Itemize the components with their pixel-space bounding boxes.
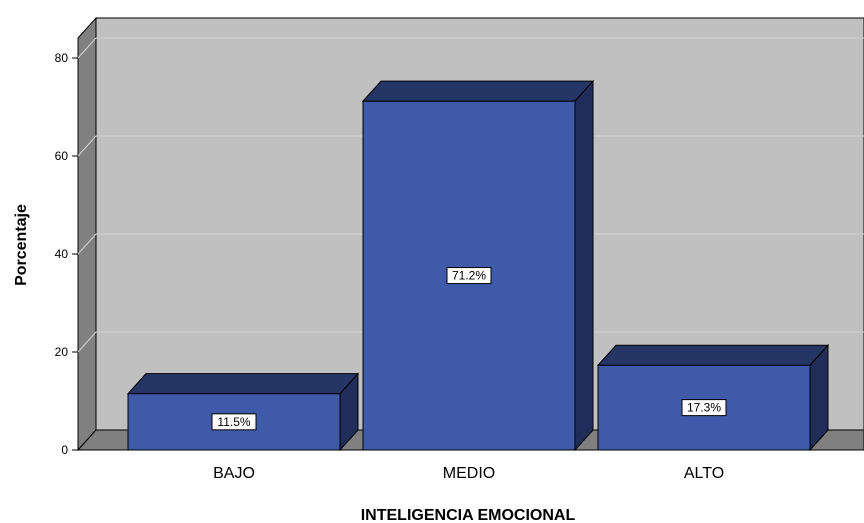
data-label: 17.3% (687, 401, 721, 415)
y-tick-label: 60 (55, 149, 69, 163)
y-tick-label: 80 (55, 51, 69, 65)
data-label-box (446, 267, 492, 285)
y-axis-title: Porcentaje (13, 204, 30, 286)
data-label-box (211, 413, 257, 431)
y-tick-label: 20 (55, 345, 69, 359)
x-category-label: MEDIO (443, 465, 495, 482)
bar-top (596, 344, 830, 366)
bar-top (126, 373, 360, 395)
bar-group: 11.5% (126, 372, 360, 452)
gridline-wall (77, 135, 97, 157)
bar-side (809, 343, 829, 452)
bars: 11.5% 71.2% 17.3% (126, 79, 830, 452)
data-label: 11.5% (217, 415, 250, 429)
x-category-label: BAJO (213, 465, 255, 482)
data-label: 71.2% (452, 269, 486, 283)
plot-left-wall (77, 16, 97, 452)
x-axis-title: INTELIGENCIA EMOCIONAL (361, 507, 576, 523)
bar-top (361, 80, 595, 102)
gridline-wall (77, 233, 97, 255)
x-axis: BAJO MEDIO ALTO (213, 465, 724, 482)
x-category-label: ALTO (684, 465, 724, 482)
y-tick-label: 40 (55, 247, 69, 261)
bar-group: 71.2% (361, 79, 595, 452)
y-axis: 0 20 40 60 80 (55, 51, 78, 457)
gridline-wall (77, 331, 97, 353)
bar-group: 17.3% (596, 343, 830, 452)
y-tick-label: 0 (61, 443, 68, 457)
data-label-box (681, 399, 727, 417)
gridline-wall (77, 37, 97, 59)
bar-side (574, 79, 594, 452)
bar-side (339, 372, 359, 452)
